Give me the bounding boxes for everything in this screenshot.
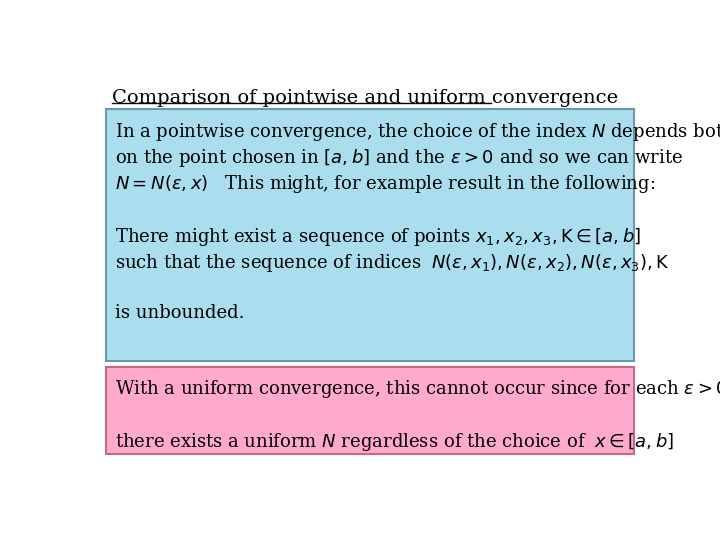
- FancyBboxPatch shape: [106, 367, 634, 454]
- FancyBboxPatch shape: [106, 109, 634, 361]
- Text: There might exist a sequence of points $x_1, x_2, x_3, \mathrm{K} \in [a,b]$: There might exist a sequence of points $…: [114, 226, 641, 248]
- Text: Comparison of pointwise and uniform convergence: Comparison of pointwise and uniform conv…: [112, 90, 618, 107]
- Text: on the point chosen in $[a,b]$ and the $\varepsilon > 0$ and so we can write: on the point chosen in $[a,b]$ and the $…: [114, 147, 683, 169]
- Text: is unbounded.: is unbounded.: [114, 304, 244, 322]
- Text: In a pointwise convergence, the choice of the index $N$ depends both: In a pointwise convergence, the choice o…: [114, 121, 720, 143]
- Text: there exists a uniform $N$ regardless of the choice of $\; x \in [a,b]$: there exists a uniform $N$ regardless of…: [114, 430, 674, 453]
- Text: $N = N\left(\varepsilon, x\right)$   This might, for example result in the follo: $N = N\left(\varepsilon, x\right)$ This …: [114, 173, 655, 195]
- Text: such that the sequence of indices $\; N(\varepsilon,x_1), N(\varepsilon,x_2), N(: such that the sequence of indices $\; N(…: [114, 252, 670, 274]
- Text: With a uniform convergence, this cannot occur since for each $\varepsilon > 0$: With a uniform convergence, this cannot …: [114, 378, 720, 400]
